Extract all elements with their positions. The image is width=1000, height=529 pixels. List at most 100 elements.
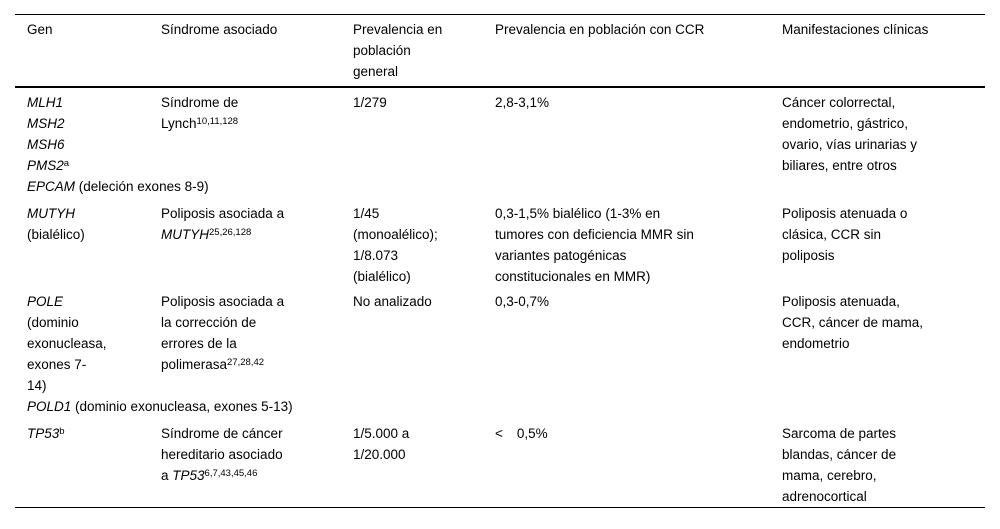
column-header-sindrome: Síndrome asociado [161, 14, 353, 88]
table-header: Gen Síndrome asociado Prevalencia en poblac… [15, 14, 985, 88]
text-segment: biliares, entre otros [782, 158, 897, 173]
text-segment: Cáncer colorrectal, [782, 95, 896, 110]
text-line: errores de la [161, 333, 345, 354]
text-line: POLE [27, 291, 153, 312]
text-segment: 1/279 [353, 95, 387, 110]
cell-sindrome: Poliposis asociada a la corrección de erro… [161, 287, 353, 396]
table-span-row: EPCAM (deleción exones 8-9) [15, 176, 985, 199]
text-line: hereditario asociado [161, 444, 345, 465]
text-segment: variantes patogénicas [495, 248, 627, 263]
cell-gen: TP53b [15, 419, 161, 508]
text-line: tumores con deficiencia MMR sin [495, 224, 774, 245]
text-segment: Poliposis atenuada o [782, 206, 908, 221]
text-segment: < [495, 426, 503, 441]
table-row: MUTYH (bialélico) Poliposis asociada a MUTY… [15, 199, 985, 287]
text-line: blandas, cáncer de [782, 444, 977, 465]
text-segment: Gen [27, 22, 53, 37]
cell-sindrome: Poliposis asociada a MUTYH25,26,128 [161, 199, 353, 287]
text-segment: 0,5% [516, 426, 548, 441]
gene-name: TP53 [172, 468, 205, 483]
text-segment: (deleción exones 8-9) [75, 179, 209, 194]
header-row: Gen Síndrome asociado Prevalencia en poblac… [15, 14, 985, 88]
text-line: clásica, CCR sin [782, 224, 977, 245]
text-line: biliares, entre otros [782, 155, 977, 176]
text-line: 2,8-3,1% [495, 92, 774, 113]
text-segment: la corrección de [161, 315, 257, 330]
text-segment: No analizado [353, 294, 432, 309]
text-line: (monoalélico); [353, 224, 487, 245]
text-line: Poliposis asociada a [161, 291, 345, 312]
cell-prev-ccr: 0,3-1,5% bialélico (1-3% en tumores con d… [495, 199, 782, 287]
cell-prev-general: 1/5.000 a 1/20.000 [353, 419, 495, 508]
column-header-gen: Gen [15, 14, 161, 88]
text-line: Cáncer colorrectal, [782, 92, 977, 113]
text-line: endometrio [782, 333, 977, 354]
text-segment: poliposis [782, 248, 835, 263]
cell-sindrome: Síndrome de cáncer hereditario asociado a … [161, 419, 353, 508]
text-segment: Prevalencia en población con CCR [495, 22, 705, 37]
cell-prev-general: 1/45 (monoalélico); 1/8.073 (bialélico) [353, 199, 495, 287]
cell-manifestaciones: Sarcoma de partes blandas, cáncer de mama,… [782, 419, 985, 508]
cell-sindrome: Síndrome de Lynch10,11,128 [161, 87, 353, 176]
text-segment: endometrio [782, 336, 850, 351]
text-segment: endometrio, gástrico, [782, 116, 909, 131]
text-line: exones 7- [27, 354, 153, 375]
text-line: Manifestaciones clínicas [782, 19, 977, 40]
cell-manifestaciones: Poliposis atenuada, CCR, cáncer de mama, e… [782, 287, 985, 396]
gene-name: EPCAM [27, 179, 76, 194]
text-line: endometrio, gástrico, [782, 113, 977, 134]
text-segment: Síndrome de [161, 95, 239, 110]
table-body: MLH1 MSH2 MSH6 PMS2a Síndrome de Lynch10,11,1… [15, 87, 985, 508]
text-segment: 2,8-3,1% [495, 95, 550, 110]
text-line: polimerasa27,28,42 [161, 354, 345, 375]
text-segment: 1/20.000 [353, 447, 406, 462]
text-line: poliposis [782, 245, 977, 266]
gene-syndromes-table: Gen Síndrome asociado Prevalencia en poblac… [15, 14, 985, 508]
gene-name: PMS2 [27, 158, 64, 173]
text-line: ovario, vías urinarias y [782, 134, 977, 155]
cell-prev-general: 1/279 [353, 87, 495, 176]
column-header-manifestaciones: Manifestaciones clínicas [782, 14, 985, 88]
table-row: MLH1 MSH2 MSH6 PMS2a Síndrome de Lynch10,11,1… [15, 87, 985, 176]
text-line: No analizado [353, 291, 487, 312]
superscript-reference: b [59, 425, 65, 437]
text-segment: a [161, 468, 173, 483]
span-cell: EPCAM (deleción exones 8-9) [15, 176, 985, 199]
cell-manifestaciones: Cáncer colorrectal, endometrio, gástrico,… [782, 87, 985, 176]
text-line: 0,3-0,7% [495, 291, 774, 312]
gene-name: MLH1 [27, 95, 64, 110]
text-line: Poliposis atenuada, [782, 291, 977, 312]
superscript-reference: a [63, 157, 70, 169]
text-line: CCR, cáncer de mama, [782, 312, 977, 333]
text-segment: exonucleasa, [27, 336, 107, 351]
text-segment: 14) [27, 378, 47, 393]
text-line: TP53b [27, 423, 153, 444]
superscript-reference: 25,26,128 [209, 226, 252, 238]
table-span-row: POLD1 (dominio exonucleasa, exones 5-13) [15, 396, 985, 419]
text-line: Síndrome asociado [161, 19, 345, 40]
cell-gen: MLH1 MSH2 MSH6 PMS2a [15, 87, 161, 176]
cell-gen: POLE (dominio exonucleasa, exones 7- 14) [15, 287, 161, 396]
cell-prev-ccr: <0,5% [495, 419, 782, 508]
text-segment: constitucionales en MMR) [495, 269, 651, 284]
text-line: adrenocortical [782, 486, 977, 507]
text-segment: errores de la [161, 336, 237, 351]
text-segment: Síndrome de cáncer [161, 426, 283, 441]
superscript-reference: 27,28,42 [227, 356, 265, 368]
gene-name: MSH6 [27, 137, 65, 152]
gene-name: MUTYH [27, 206, 75, 221]
text-line: a TP536,7,43,45,46 [161, 465, 345, 486]
superscript-reference: 6,7,43,45,46 [204, 467, 258, 479]
text-line: (dominio [27, 312, 153, 333]
text-line: la corrección de [161, 312, 345, 333]
text-line: Poliposis asociada a [161, 203, 345, 224]
text-segment: general [353, 64, 399, 79]
text-line: MLH1 [27, 92, 153, 113]
column-header-prev-ccr: Prevalencia en población con CCR [495, 14, 782, 88]
text-segment: CCR, cáncer de mama, [782, 315, 924, 330]
text-line: 1/45 [353, 203, 487, 224]
text-segment: Lynch [161, 116, 197, 131]
text-segment: ovario, vías urinarias y [782, 137, 918, 152]
text-line: <0,5% [495, 423, 774, 444]
paper-table-container: Gen Síndrome asociado Prevalencia en poblac… [15, 14, 985, 508]
